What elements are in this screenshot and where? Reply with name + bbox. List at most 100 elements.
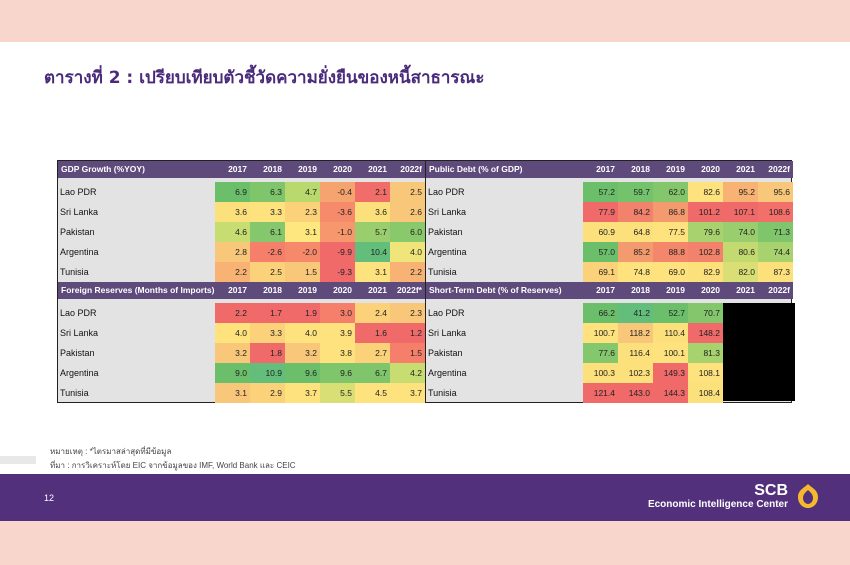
table-cell: 60.9 (583, 222, 618, 242)
table-cell: 2.8 (215, 242, 250, 262)
table-cell: 86.8 (653, 202, 688, 222)
table-cell: -3.6 (320, 202, 355, 222)
table-cell: 70.7 (688, 303, 723, 323)
table-cell: 3.1 (285, 222, 320, 242)
table-cell: 52.7 (653, 303, 688, 323)
year-header: 2019 (666, 164, 685, 174)
table-cell: 108.4 (688, 383, 723, 403)
table-cell: 6.7 (355, 363, 390, 383)
table-cell: 2.2 (215, 262, 250, 282)
table-cell: 6.9 (215, 182, 250, 202)
table-cell: 2.9 (250, 383, 285, 403)
table-cell: 1.6 (355, 323, 390, 343)
table-cell: 3.0 (320, 303, 355, 323)
table-cell: 102.3 (618, 363, 653, 383)
row-label: Tunisia (60, 388, 89, 398)
table-cell: 66.2 (583, 303, 618, 323)
table-cell: 107.1 (723, 202, 758, 222)
comparison-table: GDP Growth (%YOY) 2017 2018 2019 2020 2021 202… (57, 160, 795, 403)
table-cell: 74.8 (618, 262, 653, 282)
row-label: Tunisia (60, 267, 89, 277)
table-cell: 2.3 (285, 202, 320, 222)
table-cell: 2.5 (250, 262, 285, 282)
table-cell: 95.2 (723, 182, 758, 202)
table-cell: 41.2 (618, 303, 653, 323)
table-cell: 74.4 (758, 242, 793, 262)
year-header: 2022f (400, 164, 422, 174)
table-cell: 116.4 (618, 343, 653, 363)
table-cell: 4.2 (390, 363, 425, 383)
table-cell: 82.9 (688, 262, 723, 282)
table-header-2: Foreign Reserves (Months of Imports) 2017… (58, 282, 425, 299)
table-cell: 69.0 (653, 262, 688, 282)
table-cell: 4.0 (215, 323, 250, 343)
table-cell: 108.1 (688, 363, 723, 383)
table-cell: 4.0 (390, 242, 425, 262)
table-cell: 144.3 (653, 383, 688, 403)
table-cell: 2.6 (390, 202, 425, 222)
year-header: 2022f (768, 164, 790, 174)
year-header: 2018 (263, 164, 282, 174)
table-cell: 77.9 (583, 202, 618, 222)
table-cell: 2.2 (390, 262, 425, 282)
table-cell: 77.6 (583, 343, 618, 363)
table-cell: 87.3 (758, 262, 793, 282)
year-header: 2021 (736, 285, 755, 295)
year-header: 2021 (736, 164, 755, 174)
table-cell: 118.2 (618, 323, 653, 343)
table-cell: 2.3 (390, 303, 425, 323)
table-cell: 3.2 (215, 343, 250, 363)
table-cell: -0.4 (320, 182, 355, 202)
table-cell: 57.0 (583, 242, 618, 262)
table-cell: -2.6 (250, 242, 285, 262)
table-cell: 3.1 (215, 383, 250, 403)
table-cell: 5.7 (355, 222, 390, 242)
row-label: Sri Lanka (60, 328, 99, 338)
row-label: Pakistan (60, 227, 95, 237)
table-cell: 2.7 (355, 343, 390, 363)
table-title: Foreign Reserves (Months of Imports) (61, 285, 215, 295)
table-cell: 69.1 (583, 262, 618, 282)
table-cell: 57.2 (583, 182, 618, 202)
year-header: 2021 (368, 285, 387, 295)
table-cell: 1.2 (390, 323, 425, 343)
table-cell: 9.0 (215, 363, 250, 383)
table-cell: 3.7 (285, 383, 320, 403)
table-cell: 3.2 (285, 343, 320, 363)
notes: หมายเหตุ : *ไตรมาสล่าสุดที่มีข้อมูล ที่ม… (50, 445, 296, 473)
row-label: Argentina (60, 368, 99, 378)
row-label: Sri Lanka (428, 207, 467, 217)
table-cell: 10.4 (355, 242, 390, 262)
panel-divider (425, 161, 426, 402)
row-label: Argentina (60, 247, 99, 257)
table-cell: 6.3 (250, 182, 285, 202)
year-header: 2018 (631, 164, 650, 174)
row-label: Pakistan (428, 227, 463, 237)
table-cell: 100.7 (583, 323, 618, 343)
year-header: 2017 (596, 164, 615, 174)
table-cell: 3.6 (215, 202, 250, 222)
table-cell: 84.2 (618, 202, 653, 222)
table-cell: 1.9 (285, 303, 320, 323)
row-label: Tunisia (428, 267, 457, 277)
row-label: Argentina (428, 247, 467, 257)
year-header: 2020 (333, 285, 352, 295)
brand-name: SCB (754, 482, 788, 499)
table-cell: 3.3 (250, 323, 285, 343)
row-label: Lao PDR (60, 308, 97, 318)
table-cell: 1.5 (390, 343, 425, 363)
year-header: 2017 (228, 285, 247, 295)
year-header: 2018 (263, 285, 282, 295)
page-title: ตารางที่ 2 : เปรียบเทียบตัวชี้วัดความยั่… (44, 68, 485, 88)
table-cell: 59.7 (618, 182, 653, 202)
table-header-3: Short-Term Debt (% of Reserves) 2017 2018 2… (426, 282, 793, 299)
table-title: GDP Growth (%YOY) (61, 164, 145, 174)
year-header: 2019 (298, 285, 317, 295)
year-header: 2019 (666, 285, 685, 295)
table-cell: -1.0 (320, 222, 355, 242)
table-cell: 3.1 (355, 262, 390, 282)
table-cell: 81.3 (688, 343, 723, 363)
year-header: 2017 (228, 164, 247, 174)
year-header: 2022f* (396, 285, 422, 295)
table-header-0: GDP Growth (%YOY) 2017 2018 2019 2020 2021 202… (58, 161, 425, 178)
